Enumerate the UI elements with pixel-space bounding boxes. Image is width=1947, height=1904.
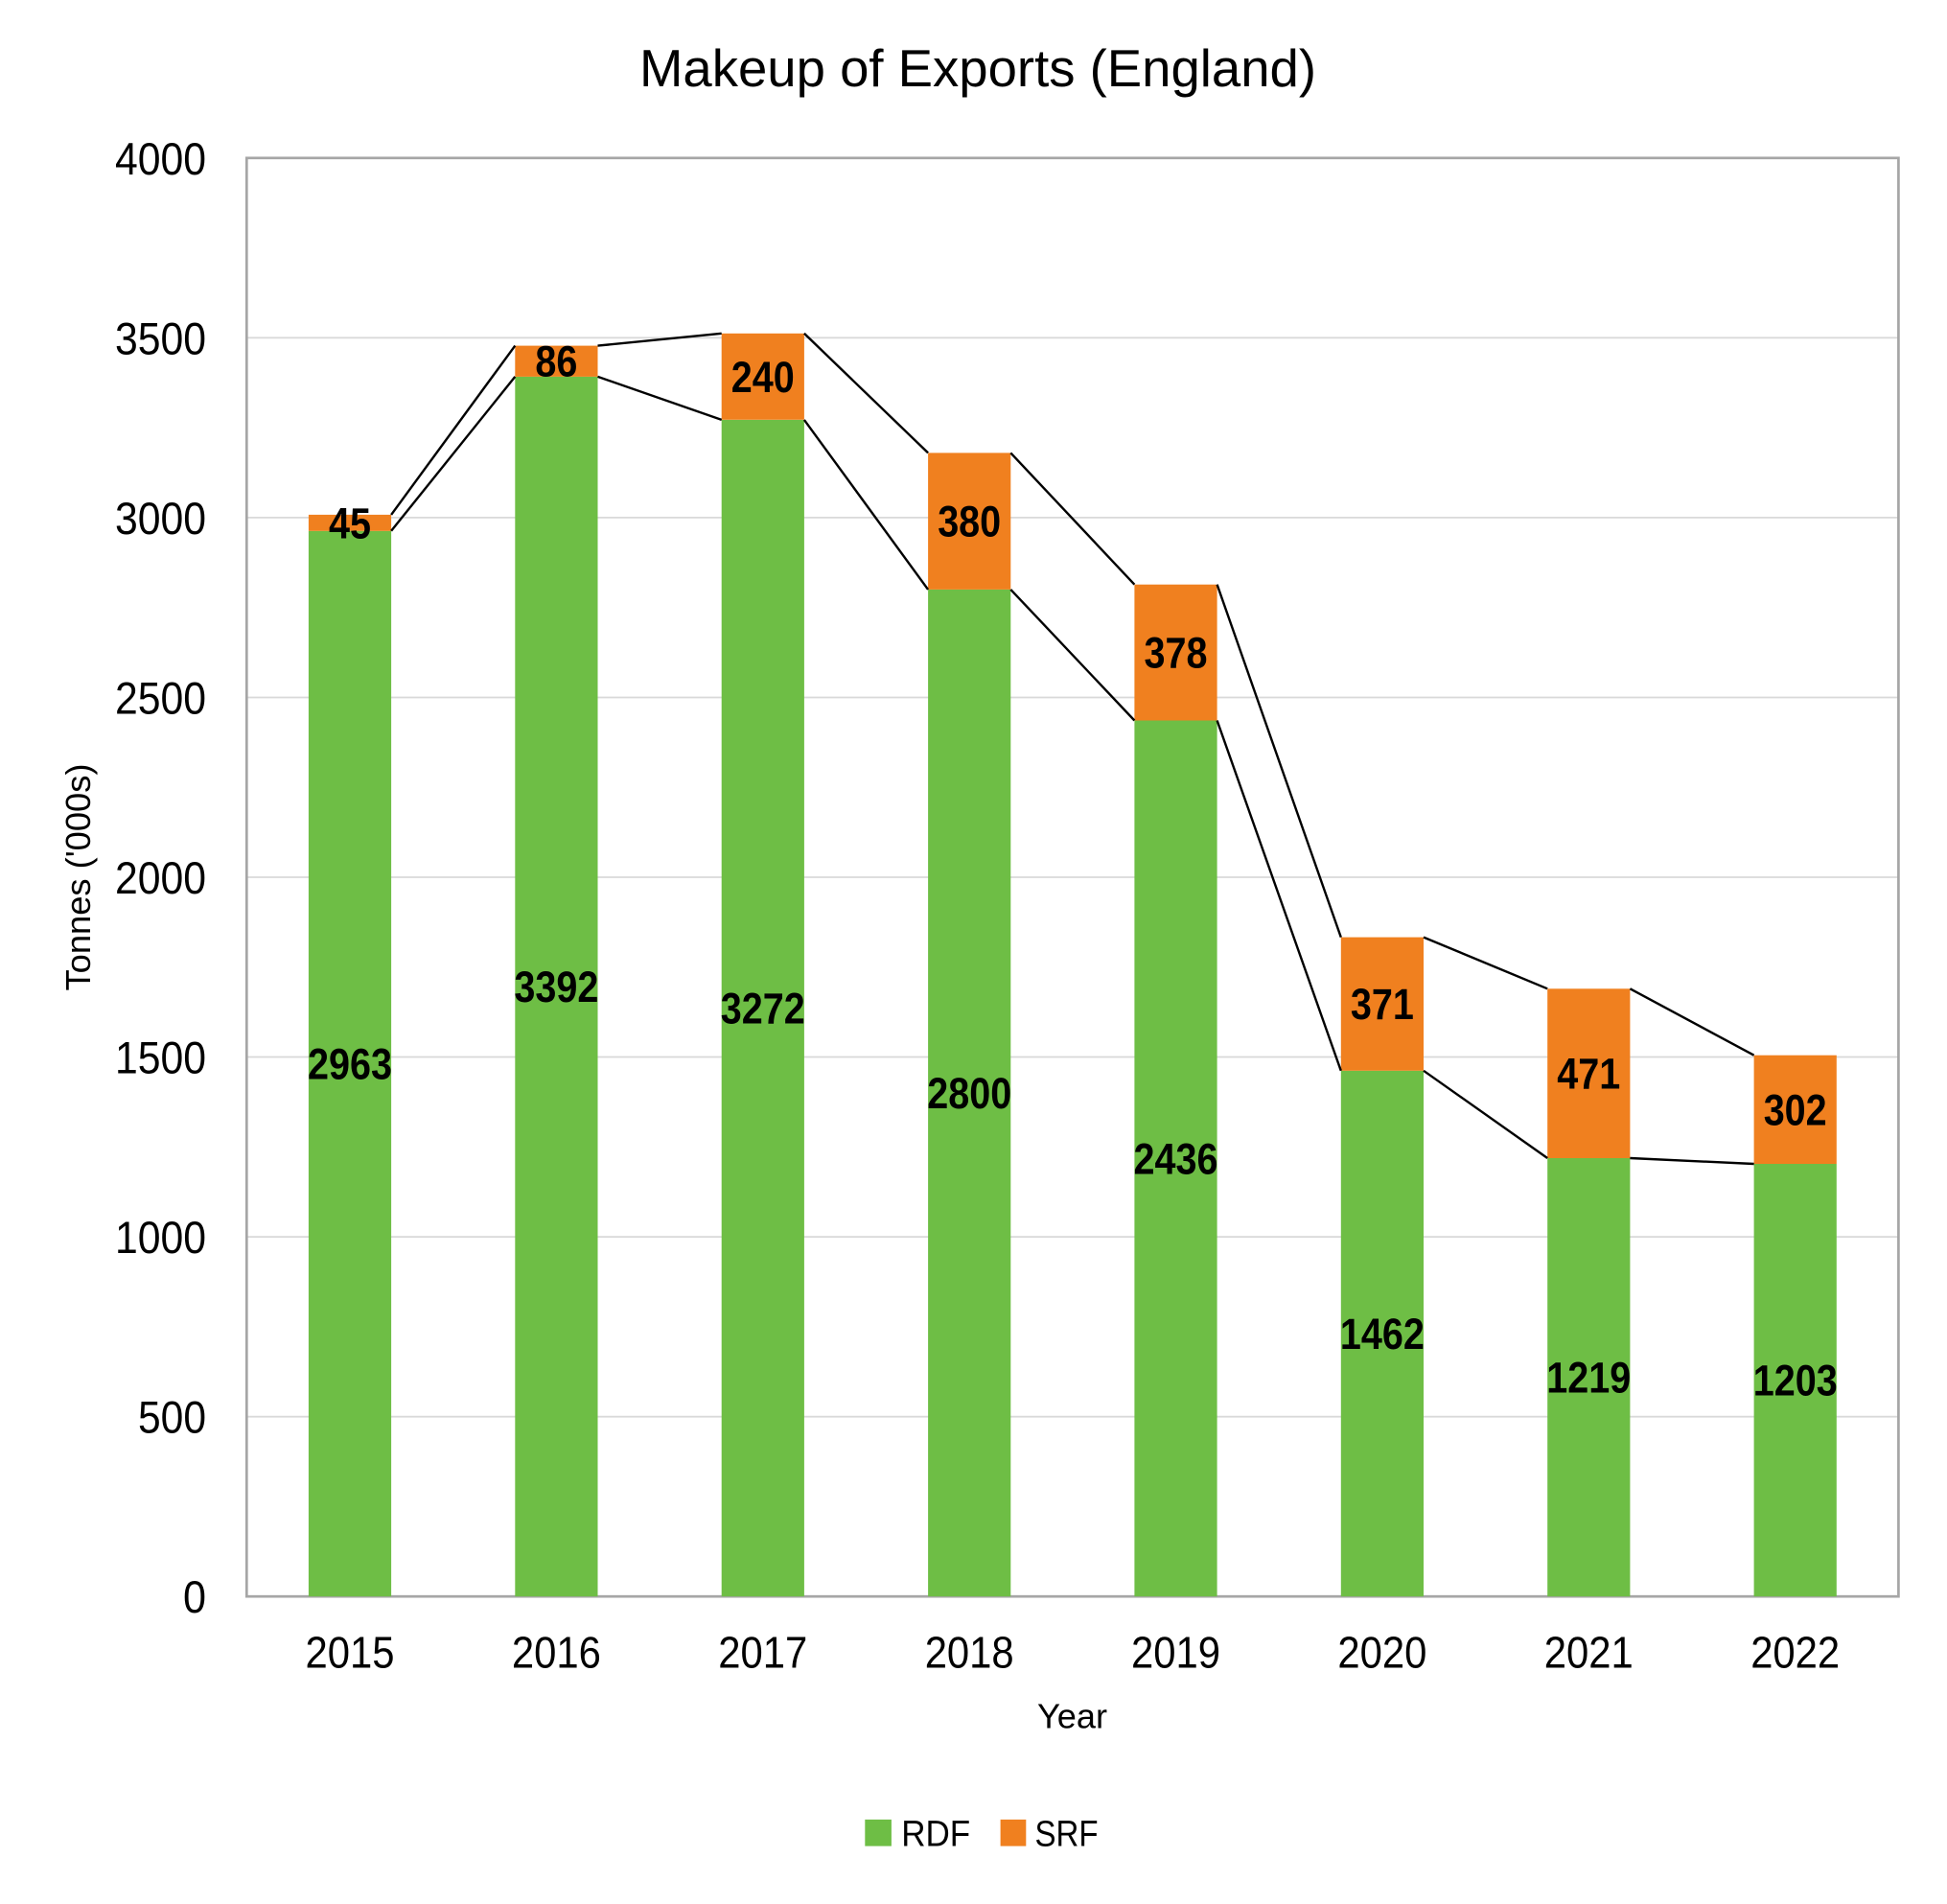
svg-text:2020: 2020: [1337, 1628, 1426, 1678]
svg-text:378: 378: [1145, 629, 1208, 678]
svg-text:SRF: SRF: [1035, 1815, 1099, 1855]
svg-text:Tonnes ('000s): Tonnes ('000s): [58, 764, 98, 991]
svg-text:45: 45: [329, 499, 371, 547]
svg-text:2018: 2018: [925, 1628, 1014, 1678]
svg-text:1462: 1462: [1340, 1310, 1425, 1358]
svg-text:2022: 2022: [1750, 1628, 1840, 1678]
svg-text:2963: 2963: [308, 1040, 392, 1089]
svg-text:1219: 1219: [1546, 1354, 1631, 1403]
svg-text:471: 471: [1557, 1050, 1620, 1099]
svg-text:1000: 1000: [115, 1212, 206, 1263]
svg-text:500: 500: [138, 1392, 206, 1443]
svg-text:2017: 2017: [718, 1628, 807, 1678]
svg-text:3392: 3392: [514, 963, 598, 1011]
svg-text:1203: 1203: [1753, 1357, 1838, 1405]
svg-text:0: 0: [183, 1571, 206, 1622]
svg-text:2015: 2015: [306, 1628, 395, 1678]
svg-text:Year: Year: [1037, 1697, 1107, 1736]
svg-text:4000: 4000: [115, 133, 206, 184]
svg-text:3500: 3500: [115, 313, 206, 363]
svg-text:2500: 2500: [115, 673, 206, 724]
svg-text:3000: 3000: [115, 493, 206, 544]
svg-text:2436: 2436: [1134, 1134, 1218, 1183]
svg-text:380: 380: [938, 498, 1001, 546]
svg-text:240: 240: [731, 353, 795, 402]
svg-text:86: 86: [535, 337, 577, 386]
svg-text:371: 371: [1351, 980, 1414, 1029]
svg-text:Makeup of Exports (England): Makeup of Exports (England): [639, 38, 1316, 98]
svg-text:1500: 1500: [115, 1033, 206, 1083]
svg-text:302: 302: [1764, 1085, 1827, 1134]
svg-text:2019: 2019: [1131, 1628, 1220, 1678]
svg-text:2000: 2000: [115, 852, 206, 903]
svg-text:RDF: RDF: [901, 1815, 970, 1855]
svg-text:2800: 2800: [927, 1069, 1011, 1118]
svg-text:3272: 3272: [721, 985, 805, 1033]
svg-text:2016: 2016: [512, 1628, 601, 1678]
svg-text:2021: 2021: [1544, 1628, 1634, 1678]
